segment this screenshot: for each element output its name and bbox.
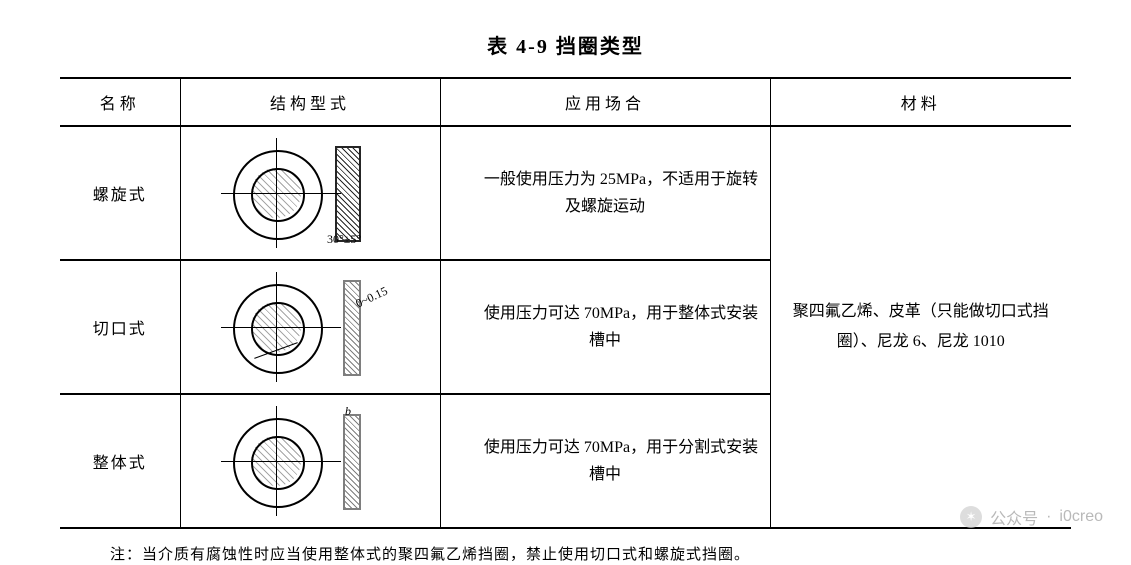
application-cut: 使用压力可达 70MPa，用于整体式安装槽中 (440, 260, 770, 394)
table-title: 表 4-9 挡圈类型 (60, 30, 1071, 59)
retainer-type-table: 名称 结构型式 应用场合 材料 螺旋式 30°±5° 一般使用压力为 25M (60, 77, 1071, 529)
material-cell: 聚四氟乙烯、皮革（只能做切口式挡圈）、尼龙 6、尼龙 1010 (770, 126, 1071, 528)
row-name-spiral: 螺旋式 (60, 126, 180, 260)
table-row: 螺旋式 30°±5° 一般使用压力为 25MPa，不适用于旋转及螺旋运动 聚四氟… (60, 126, 1071, 260)
structure-diagram-cut: 0~0.15 (180, 260, 440, 394)
watermark-name: i0creo (1059, 508, 1103, 526)
table-footnote: 注：当介质有腐蚀性时应当使用整体式的聚四氟乙烯挡圈，禁止使用切口式和螺旋式挡圈。 (60, 543, 1071, 564)
diagram-label: 30°±5° (327, 232, 361, 247)
wechat-icon: ✶ (960, 506, 982, 528)
structure-diagram-spiral: 30°±5° (180, 126, 440, 260)
structure-diagram-whole: b (180, 394, 440, 528)
watermark-label: 公众号 (990, 505, 1038, 529)
col-header-material: 材料 (770, 78, 1071, 126)
diagram-label: b (345, 404, 351, 419)
watermark: ✶ 公众号 · i0creo (960, 505, 1103, 529)
application-whole: 使用压力可达 70MPa，用于分割式安装槽中 (440, 394, 770, 528)
watermark-sep: · (1046, 508, 1051, 526)
col-header-name: 名称 (60, 78, 180, 126)
table-header-row: 名称 结构型式 应用场合 材料 (60, 78, 1071, 126)
col-header-structure: 结构型式 (180, 78, 440, 126)
col-header-application: 应用场合 (440, 78, 770, 126)
row-name-whole: 整体式 (60, 394, 180, 528)
application-spiral: 一般使用压力为 25MPa，不适用于旋转及螺旋运动 (440, 126, 770, 260)
row-name-cut: 切口式 (60, 260, 180, 394)
